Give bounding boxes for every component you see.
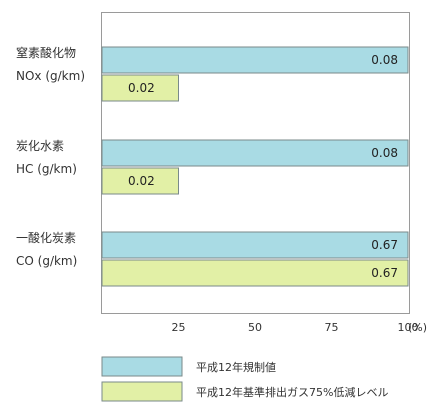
bar-value-label: 0.67 [371,266,398,280]
x-tick-label: 50 [248,321,262,334]
bar [101,74,179,102]
bar [101,231,409,259]
legend-label: 平成12年基準排出ガス75%低減レベル [196,385,388,399]
category-unit-label: HC (g/km) [16,162,77,176]
bar-value-label: 0.02 [128,174,155,188]
category-unit-label: CO (g/km) [16,254,77,268]
x-tick-label: 25 [172,321,186,334]
bar [101,259,409,287]
bar-value-label: 0.02 [128,81,155,95]
category-name-label: 一酸化炭素 [16,230,76,245]
bars-group: 0.08 0.02 0.08 0.02 0.67 0.67 [101,46,409,287]
category-unit-label: NOx (g/km) [16,69,85,83]
legend-label: 平成12年規制値 [196,360,276,374]
category-name-label: 窒素酸化物 [16,45,76,60]
bar [101,167,179,195]
x-tick-label: 75 [325,321,339,334]
bar-value-label: 0.08 [371,53,398,67]
x-tick-label: 100 [398,321,419,334]
category-labels: 窒素酸化物 NOx (g/km) 炭化水素 HC (g/km) 一酸化炭素 CO (g/k… [16,45,85,268]
bar [101,46,409,74]
bar-value-label: 0.67 [371,238,398,252]
bar-value-label: 0.08 [371,146,398,160]
x-axis-unit-label: (%) [408,321,427,334]
x-axis-ticks: 25 50 75 100(%) [172,321,428,334]
category-name-label: 炭化水素 [16,139,64,153]
legend-swatch [101,356,183,377]
bar [101,139,409,167]
legend-swatch [101,381,183,402]
